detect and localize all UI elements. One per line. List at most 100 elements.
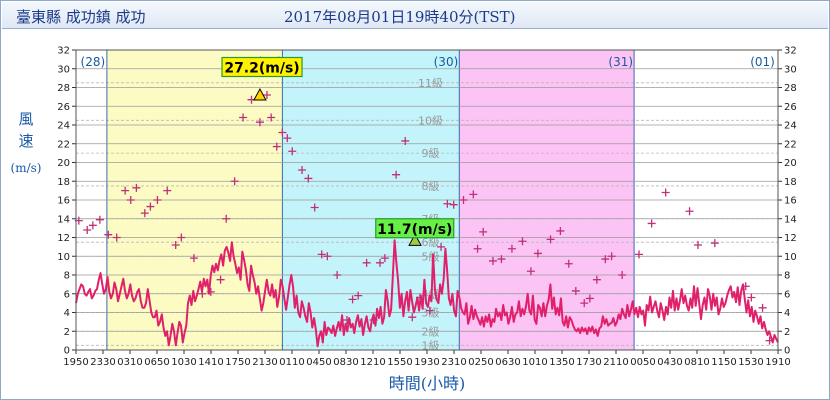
x-tick-label: 0430 xyxy=(657,357,682,368)
max-mean-triangle xyxy=(408,233,422,246)
y-tick-label-left: 32 xyxy=(57,46,70,57)
y-tick-label-left: 12 xyxy=(57,233,70,244)
gust-marker xyxy=(283,134,292,143)
gust-marker xyxy=(348,295,357,304)
gust-marker xyxy=(288,147,297,156)
y-tick-label-left: 10 xyxy=(57,252,70,263)
gust-marker xyxy=(585,294,594,303)
gust-marker xyxy=(163,186,172,195)
gust-marker xyxy=(408,313,417,322)
beaufort-label: 10級 xyxy=(418,114,443,127)
gust-marker xyxy=(765,336,774,345)
gust-marker xyxy=(206,287,215,296)
gust-marker xyxy=(741,282,750,291)
gust-marker xyxy=(104,230,113,239)
axis-titles: 風速 (m/s) 時間(小時) xyxy=(11,110,466,393)
gust-marker xyxy=(88,221,97,230)
gust-marker xyxy=(362,258,371,267)
gust-marker xyxy=(618,271,627,279)
gust-marker xyxy=(216,275,225,284)
gust-marker xyxy=(758,303,767,312)
gust-marker xyxy=(415,293,424,302)
gust-marker xyxy=(354,291,363,300)
gust-marker xyxy=(222,214,231,223)
y-tick-label-left: 30 xyxy=(57,64,70,75)
gust-marker xyxy=(177,233,186,242)
gust-marker xyxy=(685,207,694,216)
gust-marker xyxy=(564,259,573,268)
x-tick-label: 1350 xyxy=(549,357,574,368)
max-mean-label: 11.7(m/s) xyxy=(377,222,452,238)
x-tick-label: 2130 xyxy=(252,357,277,368)
y-tick-label-left: 28 xyxy=(57,83,70,94)
gust-marker xyxy=(380,254,389,263)
gust-marker xyxy=(437,242,446,251)
x-tick-label: 0630 xyxy=(495,357,520,368)
gust-marker xyxy=(83,226,92,234)
gust-marker xyxy=(592,275,601,284)
y-tick-label-right: 2 xyxy=(784,327,790,338)
y-axis-title-char: 風 xyxy=(18,110,33,128)
y-tick-label-left: 16 xyxy=(57,196,70,207)
x-tick-label: 0310 xyxy=(117,357,142,368)
gust-marker xyxy=(132,183,141,192)
datetime-label: 2017年08月01日19時40分(TST) xyxy=(284,8,516,26)
gust-marker xyxy=(507,244,516,253)
beaufort-label: 9級 xyxy=(422,147,440,160)
day-label: (30) xyxy=(434,55,459,69)
y-tick-label-right: 16 xyxy=(784,196,797,207)
beaufort-label: 5級 xyxy=(422,250,440,263)
gust-marker xyxy=(580,299,589,308)
y-tick-label-right: 28 xyxy=(784,83,797,94)
x-tick-label: 1010 xyxy=(522,357,547,368)
header-bar: 臺東縣 成功鎮 成功 2017年08月01日19時40分(TST) xyxy=(2,2,828,29)
beaufort-label: 2級 xyxy=(422,325,440,338)
x-tick-label: 1750 xyxy=(225,357,250,368)
gust-marker xyxy=(317,250,326,259)
gust-marker xyxy=(95,215,104,224)
gust-marker xyxy=(171,241,180,249)
x-tick-label: 0810 xyxy=(684,357,709,368)
y-tick-label-right: 18 xyxy=(784,177,797,188)
x-tick-label: 0830 xyxy=(333,357,358,368)
gust-marker xyxy=(459,196,468,204)
y-axis-title-char: 速 xyxy=(18,132,33,150)
beaufort-label: 8級 xyxy=(422,180,440,193)
x-tick-label: 1910 xyxy=(765,357,790,368)
x-axis-title: 時間(小時) xyxy=(389,374,466,393)
gust-marker xyxy=(647,219,656,228)
y-tick-label-left: 4 xyxy=(64,308,70,319)
gust-marker xyxy=(126,196,135,204)
gust-marker xyxy=(607,252,616,261)
y-axis-unit: (m/s) xyxy=(11,161,42,175)
beaufort-label: 6級 xyxy=(422,236,440,249)
gust-marker xyxy=(546,235,555,244)
x-tick-label: 2110 xyxy=(603,357,628,368)
gust-marker xyxy=(146,202,155,211)
gust-marker xyxy=(526,267,535,276)
gust-marker xyxy=(267,113,276,122)
mean-speed-line xyxy=(75,239,779,348)
annotations: 27.2(m/s) 11.7(m/s) xyxy=(221,56,455,246)
gust-marker xyxy=(747,293,756,302)
gust-marker xyxy=(230,177,239,186)
y-tick-label-right: 6 xyxy=(784,289,790,300)
x-tick-label: 1930 xyxy=(414,357,439,368)
gust-marker xyxy=(392,170,401,179)
x-tick-label: 1150 xyxy=(711,357,736,368)
beaufort-label: 3級 xyxy=(422,307,440,320)
y-tick-label-left: 6 xyxy=(64,289,70,300)
gust-marker xyxy=(298,166,307,174)
x-tick-label: 0650 xyxy=(144,357,169,368)
y-tick-label-left: 26 xyxy=(57,102,70,113)
x-tick-label: 1530 xyxy=(738,357,763,368)
gust-marker xyxy=(479,227,488,236)
gust-marker xyxy=(323,252,332,261)
gust-marker xyxy=(401,136,410,145)
y-tick-label-right: 4 xyxy=(784,308,790,319)
y-tick-label-left: 24 xyxy=(57,121,70,132)
y-tick-label-right: 24 xyxy=(784,121,797,132)
gust-marker xyxy=(310,203,319,212)
x-tick-label: 0050 xyxy=(630,357,655,368)
y-tick-label-right: 22 xyxy=(784,139,797,150)
